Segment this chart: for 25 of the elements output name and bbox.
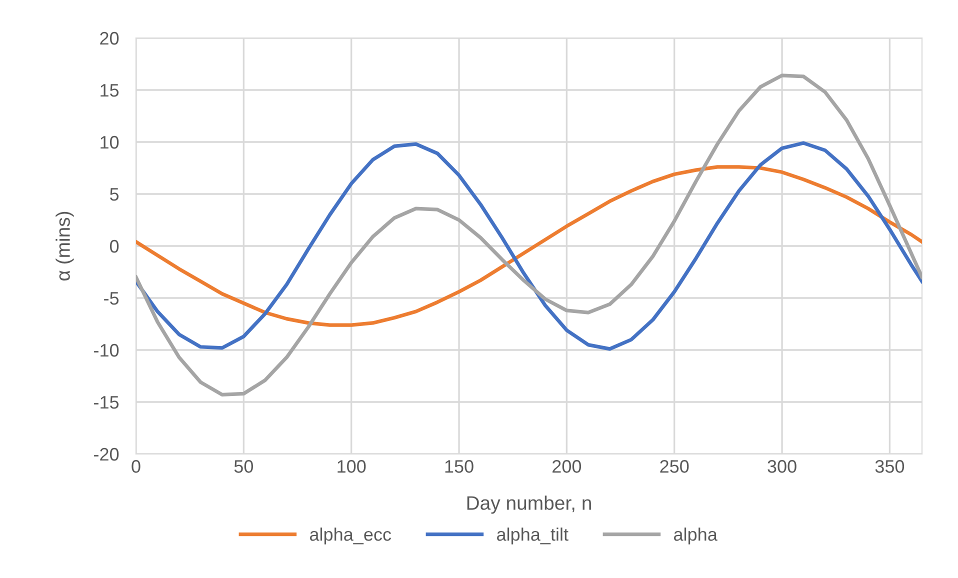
y-tick-label: 20 (100, 32, 119, 45)
y-tick-label: -20 (94, 448, 119, 461)
line-series (136, 165, 922, 327)
y-tick-label: 15 (100, 84, 119, 97)
x-tick-label: 250 (660, 460, 689, 473)
y-tick-label: 5 (110, 188, 119, 201)
y-tick-label: -10 (94, 344, 119, 357)
y-tick-label: 0 (110, 240, 119, 253)
x-tick-label: 150 (445, 460, 474, 473)
x-tick-label: 200 (552, 460, 582, 473)
legend-label: alpha_tilt (497, 528, 568, 544)
x-tick-label: 300 (768, 460, 796, 473)
y-tick-label: 10 (100, 136, 119, 149)
x-tick-label: 350 (875, 460, 904, 473)
x-axis-title: Day number, n (467, 496, 591, 514)
y-axis-title: α (mins) (56, 212, 74, 281)
y-tick-label: -5 (104, 292, 119, 305)
legend-label: alpha (674, 528, 718, 544)
y-tick-label: -15 (94, 396, 119, 409)
line-series (136, 141, 922, 351)
x-tick-label: 0 (132, 460, 140, 473)
legend-label: alpha_ecc (310, 528, 392, 544)
line-series (136, 74, 922, 397)
x-tick-label: 100 (338, 460, 366, 473)
x-tick-label: 50 (234, 460, 254, 473)
